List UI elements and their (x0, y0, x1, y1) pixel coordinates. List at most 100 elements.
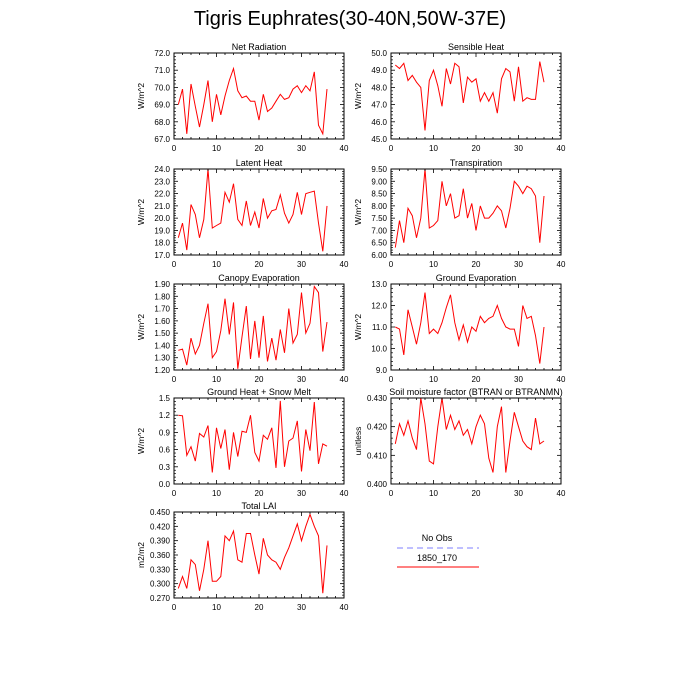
panel-title: Latent Heat (236, 158, 283, 168)
series-line (395, 292, 545, 364)
x-tick-label: 30 (297, 375, 306, 384)
x-tick-label: 20 (255, 375, 264, 384)
panel-title: Transpiration (450, 158, 502, 168)
x-tick-label: 0 (172, 375, 177, 384)
series-line (394, 61, 545, 131)
series-line (394, 397, 545, 473)
y-tick-label: 23.0 (154, 177, 170, 186)
y-tick-label: 1.30 (154, 354, 170, 363)
x-tick-label: 40 (557, 489, 566, 498)
x-tick-label: 20 (472, 375, 481, 384)
x-tick-label: 0 (172, 144, 177, 153)
y-tick-label: 1.2 (159, 411, 171, 420)
page-title: Tigris Euphrates(30-40N,50W-37E) (193, 8, 507, 30)
plot-frame (173, 511, 345, 599)
plot-frame (173, 397, 345, 485)
x-tick-label: 30 (514, 144, 523, 153)
y-tick-label: 0.450 (150, 508, 171, 517)
y-tick-label: 12.0 (371, 302, 387, 311)
plot-frame (390, 283, 562, 371)
series-line (177, 512, 328, 594)
x-tick-label: 30 (297, 489, 306, 498)
y-tick-label: 67.0 (154, 135, 170, 144)
y-tick-label: 1.20 (154, 366, 170, 375)
panel-4: 0 10 20 30 40 6.00 6.50 7.00 7.50 8.00 8.50 9.00 9.5… (353, 158, 566, 269)
x-tick-label: 30 (514, 489, 523, 498)
y-tick-label: 7.50 (371, 214, 387, 223)
y-tick-label: 49.0 (371, 66, 387, 75)
x-tick-label: 30 (514, 260, 523, 269)
series-line (177, 66, 328, 136)
y-tick-label: 45.0 (371, 135, 387, 144)
panel-title: Soil moisture factor (BTRAN or BTRANMN) (389, 387, 563, 397)
y-tick-label: 46.0 (371, 118, 387, 127)
x-tick-label: 30 (514, 375, 523, 384)
x-tick-label: 20 (255, 144, 264, 153)
x-tick-label: 0 (389, 375, 394, 384)
y-axis-label: W/m^2 (136, 428, 146, 454)
x-tick-label: 10 (212, 603, 221, 612)
x-tick-label: 40 (557, 375, 566, 384)
y-axis-label: W/m^2 (353, 83, 363, 109)
panel-6: 0 10 20 30 40 9.0 10.0 11.0 12.0 13.0 Ground Evapo… (353, 273, 566, 384)
y-tick-label: 18.0 (154, 239, 170, 248)
series-line (178, 285, 328, 369)
x-tick-label: 10 (429, 144, 438, 153)
x-tick-label: 40 (340, 260, 349, 269)
y-tick-label: 9.00 (371, 177, 387, 186)
x-tick-label: 0 (389, 260, 394, 269)
y-tick-label: 13.0 (371, 280, 387, 289)
x-tick-label: 0 (172, 603, 177, 612)
panel-7: 0 10 20 30 40 0.0 0.3 0.6 0.9 1.2 1.5 Ground Heat +… (136, 387, 349, 498)
y-tick-label: 20.0 (154, 214, 170, 223)
y-axis-label: unitless (353, 427, 363, 456)
x-tick-label: 10 (429, 489, 438, 498)
y-tick-label: 6.50 (371, 239, 387, 248)
x-tick-label: 40 (340, 489, 349, 498)
x-tick-label: 10 (212, 375, 221, 384)
y-tick-label: 21.0 (154, 202, 170, 211)
y-tick-label: 1.50 (154, 329, 170, 338)
plot-frame (173, 168, 345, 256)
x-tick-label: 20 (472, 489, 481, 498)
y-tick-label: 1.90 (154, 280, 170, 289)
y-tick-label: 0.360 (150, 551, 171, 560)
y-tick-label: 70.0 (154, 83, 170, 92)
x-tick-label: 30 (297, 260, 306, 269)
y-tick-label: 17.0 (154, 251, 170, 260)
panel-3: 0 10 20 30 40 17.0 18.0 19.0 20.0 21.0 22.0 23.0 24.… (136, 158, 349, 269)
y-tick-label: 0.0 (159, 480, 171, 489)
y-tick-label: 10.0 (371, 345, 387, 354)
y-tick-label: 1.5 (159, 394, 171, 403)
x-tick-label: 40 (557, 144, 566, 153)
y-tick-label: 6.00 (371, 251, 387, 260)
x-tick-label: 10 (212, 260, 221, 269)
y-tick-label: 47.0 (371, 101, 387, 110)
plot-frame (390, 397, 562, 485)
y-tick-label: 0.420 (150, 522, 171, 531)
x-tick-label: 10 (212, 489, 221, 498)
panel-title: Sensible Heat (448, 42, 505, 52)
y-axis-label: W/m^2 (136, 199, 146, 225)
x-tick-label: 20 (472, 260, 481, 269)
series-line (394, 168, 545, 248)
y-tick-label: 1.60 (154, 317, 170, 326)
y-tick-label: 50.0 (371, 49, 387, 58)
series-line (178, 400, 328, 473)
y-tick-label: 0.6 (159, 446, 171, 455)
y-tick-label: 48.0 (371, 83, 387, 92)
y-tick-label: 19.0 (154, 226, 170, 235)
panel-title: Ground Heat + Snow Melt (207, 387, 311, 397)
y-axis-label: W/m^2 (136, 314, 146, 340)
x-tick-label: 0 (389, 489, 394, 498)
x-tick-label: 40 (557, 260, 566, 269)
panel-title: Total LAI (241, 501, 276, 511)
legend-label-model: 1850_170 (417, 553, 457, 563)
y-tick-label: 0.420 (367, 423, 388, 432)
y-tick-label: 0.270 (150, 594, 171, 603)
legend: No Obs 1850_170 (397, 533, 479, 568)
y-tick-label: 9.50 (371, 165, 387, 174)
y-tick-label: 11.0 (372, 323, 388, 332)
